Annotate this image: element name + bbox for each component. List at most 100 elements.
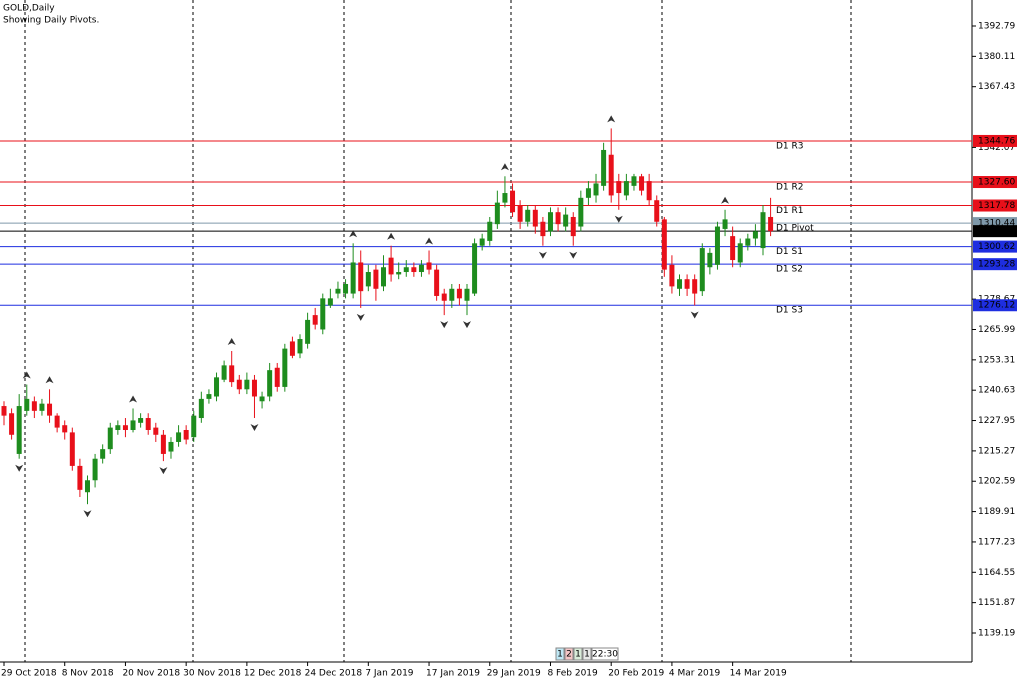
- candle-body: [39, 403, 45, 411]
- candle-body: [122, 425, 128, 430]
- candle-body: [84, 480, 90, 493]
- pivot-name: D1 R1: [776, 206, 804, 216]
- candle-body: [305, 319, 311, 344]
- last-price-label: 1307.08: [978, 227, 1015, 237]
- fractal-down: [690, 311, 699, 319]
- pivot-price-box: [973, 199, 1017, 212]
- x-tick-label: 20 Feb 2019: [608, 669, 664, 679]
- candle-body: [768, 216, 774, 232]
- candle-body: [183, 429, 189, 440]
- candle-body: [699, 248, 705, 292]
- period-separators: [24, 0, 852, 662]
- footer-button-label: 1: [575, 650, 581, 660]
- pivot-name: D1 S1: [776, 247, 803, 257]
- x-tick-label: 20 Nov 2018: [122, 669, 180, 679]
- candle-body: [707, 252, 713, 268]
- footer-button-label: 2: [566, 650, 572, 660]
- candle-body: [62, 425, 68, 433]
- fractal-up: [721, 196, 730, 204]
- fractal-down: [83, 510, 92, 518]
- footer-button: [555, 647, 565, 661]
- candle-body: [191, 415, 197, 438]
- candle-body: [677, 279, 683, 289]
- candle-body: [487, 221, 493, 241]
- candle-body: [714, 226, 720, 265]
- y-tick-label: 1202.59: [978, 477, 1015, 487]
- candle-body: [350, 262, 356, 294]
- pivot-price-label: 1317.78: [978, 201, 1015, 211]
- candle-body: [403, 267, 409, 273]
- candle-body: [251, 379, 257, 397]
- y-tick-label: 1265.99: [978, 325, 1015, 335]
- y-tick-label: 1342.07: [978, 143, 1015, 153]
- x-tick-label: 24 Dec 2018: [305, 669, 363, 679]
- x-tick-label: 7 Jan 2019: [365, 669, 413, 679]
- candle-body: [434, 269, 440, 296]
- candle-body: [282, 348, 288, 387]
- y-tick-label: 1177.23: [978, 537, 1015, 547]
- x-tick-label: 30 Nov 2018: [183, 669, 241, 679]
- y-tick-label: 1151.87: [978, 598, 1015, 608]
- fractal-up: [349, 230, 358, 238]
- candle-body: [236, 379, 242, 390]
- candle-body: [722, 219, 728, 229]
- fractal-up: [227, 338, 236, 346]
- x-tick-label: 8 Nov 2018: [62, 669, 114, 679]
- candle-body: [388, 257, 394, 275]
- pivot-price-box: [973, 240, 1017, 253]
- candle-body: [411, 267, 417, 273]
- candle-body: [206, 394, 212, 399]
- fractal-down: [462, 321, 471, 329]
- pivot-price-label: 1310.44: [978, 219, 1015, 229]
- candle-body: [358, 262, 364, 292]
- y-tick-label: 1139.19: [978, 628, 1015, 638]
- x-tick-label: 14 Mar 2019: [730, 669, 787, 679]
- candle-body: [1, 406, 7, 416]
- pivot-price-label: 1300.62: [978, 242, 1015, 252]
- y-tick-label: 1227.95: [978, 416, 1015, 426]
- candle-body: [616, 181, 622, 194]
- fractal-down: [250, 424, 259, 432]
- candle-body: [449, 288, 455, 301]
- y-tick-label: 1392.79: [978, 21, 1015, 31]
- y-tick-label: 1380.11: [978, 52, 1015, 62]
- fractal-up: [500, 163, 509, 171]
- candle-body: [77, 465, 83, 490]
- candle-body: [320, 298, 326, 330]
- candle-body: [426, 262, 432, 270]
- candle-body: [639, 176, 645, 191]
- candle-body: [654, 200, 660, 222]
- candle-body: [730, 236, 736, 261]
- fractal-down: [356, 313, 365, 321]
- candle-body: [472, 243, 478, 294]
- candle-body: [259, 396, 265, 402]
- fractal-down: [569, 251, 578, 259]
- candle-body: [555, 212, 561, 225]
- footer-button: [591, 647, 619, 661]
- candle-body: [160, 434, 166, 454]
- candle-body: [297, 339, 303, 354]
- candle-body: [335, 288, 341, 294]
- fractal-up: [607, 115, 616, 123]
- candle-body: [327, 298, 333, 306]
- candle-body: [608, 154, 614, 196]
- candle-body: [540, 221, 546, 237]
- footer-button-label: 1: [584, 650, 590, 660]
- candle-body: [456, 288, 462, 299]
- candle-body: [381, 267, 386, 287]
- candle-body: [494, 202, 500, 225]
- candle-body: [570, 216, 576, 237]
- candle-body: [684, 279, 690, 289]
- fractal-down: [159, 467, 168, 475]
- candle-body: [47, 403, 53, 416]
- candle-body: [669, 264, 675, 287]
- fractal-up: [387, 232, 396, 240]
- candle-body: [593, 183, 599, 196]
- candle-body: [745, 238, 751, 246]
- x-tick-label: 12 Dec 2018: [244, 669, 302, 679]
- pivot-price-box: [973, 134, 1017, 147]
- pivot-price-label: 1344.76: [978, 136, 1015, 146]
- candle-body: [16, 406, 22, 454]
- candle-body: [343, 283, 349, 294]
